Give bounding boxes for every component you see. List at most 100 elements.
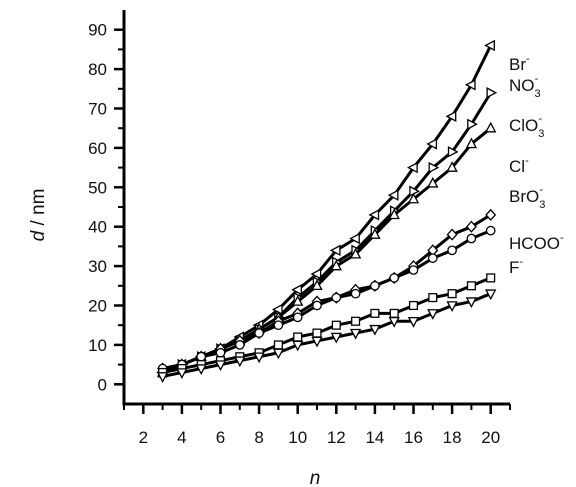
series-label-sup: - <box>539 184 543 196</box>
data-point <box>254 328 264 338</box>
series-cl <box>157 208 497 375</box>
data-point <box>464 79 476 91</box>
data-point <box>272 348 285 360</box>
data-point <box>408 265 419 275</box>
data-point <box>427 176 439 188</box>
data-point <box>485 289 497 301</box>
series-label-sub: 3 <box>538 128 544 140</box>
x-tick-label: 4 <box>177 428 186 447</box>
data-point <box>389 308 399 318</box>
data-point <box>407 161 418 174</box>
series-label: Cl- <box>509 155 529 176</box>
x-tick-label: 16 <box>404 428 423 447</box>
data-point <box>486 87 498 99</box>
data-point <box>447 245 457 256</box>
y-tick-label: 80 <box>88 60 107 79</box>
y-tick-label: 60 <box>88 139 107 158</box>
series-label: BrO3 - <box>509 184 545 211</box>
series-layer <box>156 39 498 383</box>
data-point <box>234 340 245 350</box>
y-tick-label: 30 <box>88 257 107 276</box>
data-point <box>388 208 400 220</box>
data-point <box>349 247 362 259</box>
data-point <box>214 360 227 372</box>
data-point <box>349 328 362 340</box>
y-tick-label: 0 <box>98 375 107 394</box>
y-tick-label: 20 <box>88 297 107 316</box>
data-point <box>407 317 420 328</box>
data-point <box>291 284 302 296</box>
data-point <box>445 110 457 123</box>
data-point <box>330 332 342 344</box>
data-point <box>408 300 419 311</box>
data-point <box>234 356 246 368</box>
data-point <box>370 308 380 318</box>
x-ticks: 2 4 6 8 10 12 14 16 18 20 <box>123 404 511 447</box>
series-label-sup: - <box>535 73 539 85</box>
data-point <box>196 351 207 362</box>
y-axis-title: d / nm <box>28 189 49 242</box>
series-label-sub: 3 <box>535 88 541 100</box>
data-point <box>407 192 420 204</box>
data-point <box>447 289 457 299</box>
series-label-sub: 3 <box>539 199 545 211</box>
data-point <box>485 225 496 236</box>
data-point <box>369 324 381 336</box>
data-point <box>465 220 477 233</box>
series-labels: Br-NO3-ClO3-Cl-BrO3-HCOO-F- <box>509 53 564 277</box>
series-label-sup: - <box>519 256 523 268</box>
data-point <box>292 295 304 306</box>
data-point <box>427 309 439 320</box>
data-point <box>370 280 380 291</box>
series-hcoo <box>158 273 496 378</box>
data-point <box>312 300 322 311</box>
data-point <box>312 328 322 338</box>
data-point <box>351 316 361 326</box>
y-tick-label: 50 <box>88 178 107 197</box>
series-label-sup: - <box>560 232 564 244</box>
y-tick-label: 90 <box>88 21 107 40</box>
data-point <box>428 161 440 174</box>
data-point <box>293 332 303 342</box>
y-tick-label: 40 <box>88 218 107 237</box>
data-point <box>311 336 323 348</box>
data-point <box>195 364 207 376</box>
series-label: NO3 - <box>509 73 541 100</box>
data-point <box>387 189 399 201</box>
data-point <box>446 161 458 172</box>
series-line <box>162 127 492 374</box>
x-tick-label: 14 <box>365 428 384 447</box>
x-tick-label: 6 <box>216 428 225 447</box>
data-point <box>465 137 478 149</box>
x-tick-label: 18 <box>443 428 462 447</box>
data-point <box>426 138 438 150</box>
series-label: Br- <box>509 53 530 74</box>
data-point <box>446 228 458 241</box>
data-point <box>389 273 400 283</box>
data-point <box>350 288 361 299</box>
x-axis-title: n <box>310 468 321 487</box>
series-label-base: Cl <box>509 157 525 176</box>
data-point <box>428 293 438 303</box>
data-point <box>310 268 322 280</box>
series-f <box>156 289 497 383</box>
series-label-sup: - <box>525 155 529 167</box>
data-point <box>273 340 283 350</box>
data-point <box>466 281 476 291</box>
data-point <box>466 233 477 244</box>
series-label: F- <box>509 256 523 277</box>
plot-area: 0 10 20 30 40 50 60 70 80 90 2 4 6 8 10 12 14 16 18 20 <box>88 10 511 447</box>
series-label: ClO3 - <box>509 113 544 140</box>
series-label: HCOO- <box>509 232 564 253</box>
data-point <box>176 368 188 379</box>
data-point <box>388 317 400 328</box>
series-line <box>162 292 492 378</box>
series-label-base: NO <box>509 76 535 95</box>
data-point <box>331 292 342 303</box>
y-axis-variable: d <box>28 229 49 241</box>
x-tick-label: 12 <box>327 428 346 447</box>
series-label-base: F <box>509 258 519 277</box>
data-point <box>156 372 169 383</box>
data-point <box>271 303 283 316</box>
series-label-base: BrO <box>509 187 539 206</box>
